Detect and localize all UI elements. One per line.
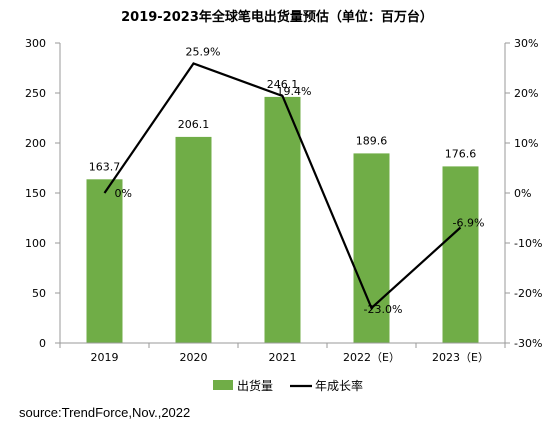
bar-value-label: 206.1 [178,118,210,131]
legend-bar-label: 出货量 [237,378,273,393]
bar-value-label: 176.6 [445,147,477,160]
bar-2021 [264,96,301,344]
y-right-tick-label: 10% [514,137,538,150]
bar-value-label: 189.6 [356,134,388,147]
growth-value-label: -6.9% [453,217,485,230]
y-right-tick-label: -20% [514,287,542,300]
x-tick-label: 2023（E） [432,351,489,364]
bar-2019 [86,179,123,343]
growth-value-label: -23.0% [364,303,403,316]
legend-bar-swatch [213,380,233,390]
bar-value-label: 163.7 [89,160,121,173]
y-left-tick-label: 300 [25,37,46,50]
growth-value-label: 25.9% [186,46,221,59]
growth-value-label: 19.4% [277,85,312,98]
bar-value-label: 246.1 [267,78,299,91]
x-tick-label: 2022（E） [343,351,400,364]
bar-2020 [175,136,212,343]
y-right-tick-label: -30% [514,337,542,350]
y-left-tick-label: 150 [25,187,46,200]
bar-2022（E） [353,153,390,343]
y-left-tick-label: 50 [32,287,46,300]
chart-title: 2019-2023年全球笔电出货量预估（单位：百万台） [121,10,433,25]
x-tick-label: 2019 [91,351,119,364]
bar-2023（E） [442,166,479,343]
x-tick-label: 2020 [180,351,208,364]
y-right-tick-label: 20% [514,87,538,100]
x-tick-label: 2021 [269,351,297,364]
y-right-tick-label: 0% [514,187,531,200]
y-left-tick-label: 250 [25,87,46,100]
y-left-tick-label: 100 [25,237,46,250]
legend-line-label: 年成长率 [315,378,363,393]
source-note: source:TrendForce,Nov.,2022 [19,405,191,420]
growth-value-label: 0% [115,187,132,200]
y-left-tick-label: 0 [39,337,46,350]
y-right-tick-label: 30% [514,37,538,50]
y-left-tick-label: 200 [25,137,46,150]
y-right-tick-label: -10% [514,237,542,250]
